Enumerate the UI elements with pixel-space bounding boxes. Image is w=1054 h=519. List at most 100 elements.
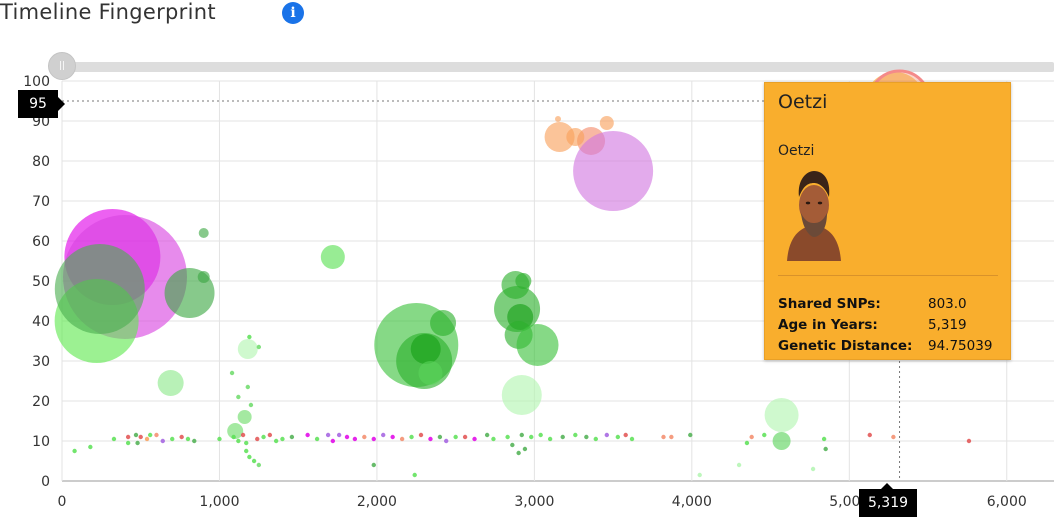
data-point[interactable] <box>966 438 972 444</box>
data-bubble[interactable] <box>566 128 585 146</box>
data-point[interactable] <box>236 438 241 444</box>
data-point[interactable] <box>261 434 266 440</box>
data-point[interactable] <box>160 438 165 444</box>
data-point[interactable] <box>371 462 376 468</box>
data-point[interactable] <box>314 436 320 442</box>
data-point[interactable] <box>344 434 350 440</box>
data-bubble[interactable] <box>516 324 559 366</box>
data-point[interactable] <box>135 440 140 446</box>
data-point[interactable] <box>669 434 674 440</box>
data-point[interactable] <box>273 438 279 444</box>
data-point[interactable] <box>444 438 449 444</box>
data-point[interactable] <box>336 432 342 438</box>
data-point[interactable] <box>604 432 610 438</box>
data-point[interactable] <box>138 434 143 440</box>
data-point[interactable] <box>762 432 767 438</box>
data-point[interactable] <box>245 384 251 390</box>
data-bubble[interactable] <box>764 398 799 432</box>
data-point[interactable] <box>823 446 828 452</box>
data-bubble[interactable] <box>237 410 252 424</box>
data-point[interactable] <box>330 438 336 444</box>
data-bubble[interactable] <box>197 271 210 283</box>
data-point[interactable] <box>560 434 565 440</box>
data-point[interactable] <box>472 436 477 442</box>
data-point[interactable] <box>484 432 490 438</box>
data-bubble[interactable] <box>501 375 542 415</box>
data-point[interactable] <box>217 436 222 442</box>
data-point[interactable] <box>154 432 159 438</box>
data-bubble[interactable] <box>544 122 575 152</box>
info-icon[interactable]: i <box>282 2 304 24</box>
data-point[interactable] <box>267 432 273 438</box>
data-point[interactable] <box>192 438 197 444</box>
range-slider-track[interactable] <box>62 62 1054 72</box>
data-point[interactable] <box>280 436 285 442</box>
data-point[interactable] <box>629 436 635 442</box>
data-point[interactable] <box>399 436 405 442</box>
data-point[interactable] <box>371 436 376 442</box>
data-point[interactable] <box>867 432 872 438</box>
data-point[interactable] <box>418 432 424 438</box>
data-point[interactable] <box>510 442 515 448</box>
data-point[interactable] <box>462 434 468 440</box>
data-point[interactable] <box>661 434 666 440</box>
data-point[interactable] <box>240 432 246 438</box>
data-point[interactable] <box>736 462 742 468</box>
data-point[interactable] <box>505 434 510 440</box>
data-point[interactable] <box>362 434 367 440</box>
data-point[interactable] <box>412 472 417 478</box>
data-point[interactable] <box>325 432 331 438</box>
data-point[interactable] <box>231 434 236 440</box>
data-point[interactable] <box>810 466 816 472</box>
data-bubble[interactable] <box>515 273 532 289</box>
data-point[interactable] <box>256 462 262 468</box>
data-point[interactable] <box>170 436 175 442</box>
data-bubble[interactable] <box>430 310 457 336</box>
data-point[interactable] <box>409 434 414 440</box>
data-bubble[interactable] <box>410 334 441 364</box>
data-point[interactable] <box>529 434 534 440</box>
data-bubble[interactable] <box>599 116 614 130</box>
data-point[interactable] <box>615 434 621 440</box>
data-bubble[interactable] <box>772 432 791 450</box>
data-point[interactable] <box>144 436 150 442</box>
data-point[interactable] <box>244 448 249 454</box>
data-point[interactable] <box>255 436 260 442</box>
data-point[interactable] <box>236 394 241 400</box>
data-point[interactable] <box>688 432 693 438</box>
data-point[interactable] <box>891 434 896 440</box>
data-point[interactable] <box>584 434 589 440</box>
data-point[interactable] <box>289 434 295 440</box>
data-bubble[interactable] <box>237 339 258 359</box>
data-bubble[interactable] <box>54 244 145 334</box>
data-bubble[interactable] <box>573 131 654 211</box>
data-point[interactable] <box>428 436 433 442</box>
data-point[interactable] <box>247 334 252 340</box>
data-point[interactable] <box>125 440 131 446</box>
data-point[interactable] <box>352 436 358 442</box>
data-point[interactable] <box>133 432 139 438</box>
data-bubble[interactable] <box>555 116 561 122</box>
data-point[interactable] <box>147 432 153 438</box>
data-point[interactable] <box>453 434 458 440</box>
data-point[interactable] <box>251 458 257 464</box>
range-slider-handle[interactable]: || <box>48 52 76 80</box>
data-point[interactable] <box>125 434 131 440</box>
data-point[interactable] <box>248 402 254 408</box>
data-point[interactable] <box>247 454 252 460</box>
data-bubble[interactable] <box>320 245 345 269</box>
data-point[interactable] <box>72 448 77 454</box>
data-bubble[interactable] <box>227 423 244 439</box>
data-point[interactable] <box>244 440 249 446</box>
data-point[interactable] <box>305 432 310 438</box>
data-point[interactable] <box>491 436 496 442</box>
data-point[interactable] <box>573 432 578 438</box>
data-point[interactable] <box>522 446 528 452</box>
data-point[interactable] <box>744 440 750 446</box>
data-point[interactable] <box>179 434 184 440</box>
data-point[interactable] <box>538 432 543 438</box>
data-point[interactable] <box>749 434 754 440</box>
data-point[interactable] <box>381 432 386 438</box>
data-point[interactable] <box>390 434 395 440</box>
